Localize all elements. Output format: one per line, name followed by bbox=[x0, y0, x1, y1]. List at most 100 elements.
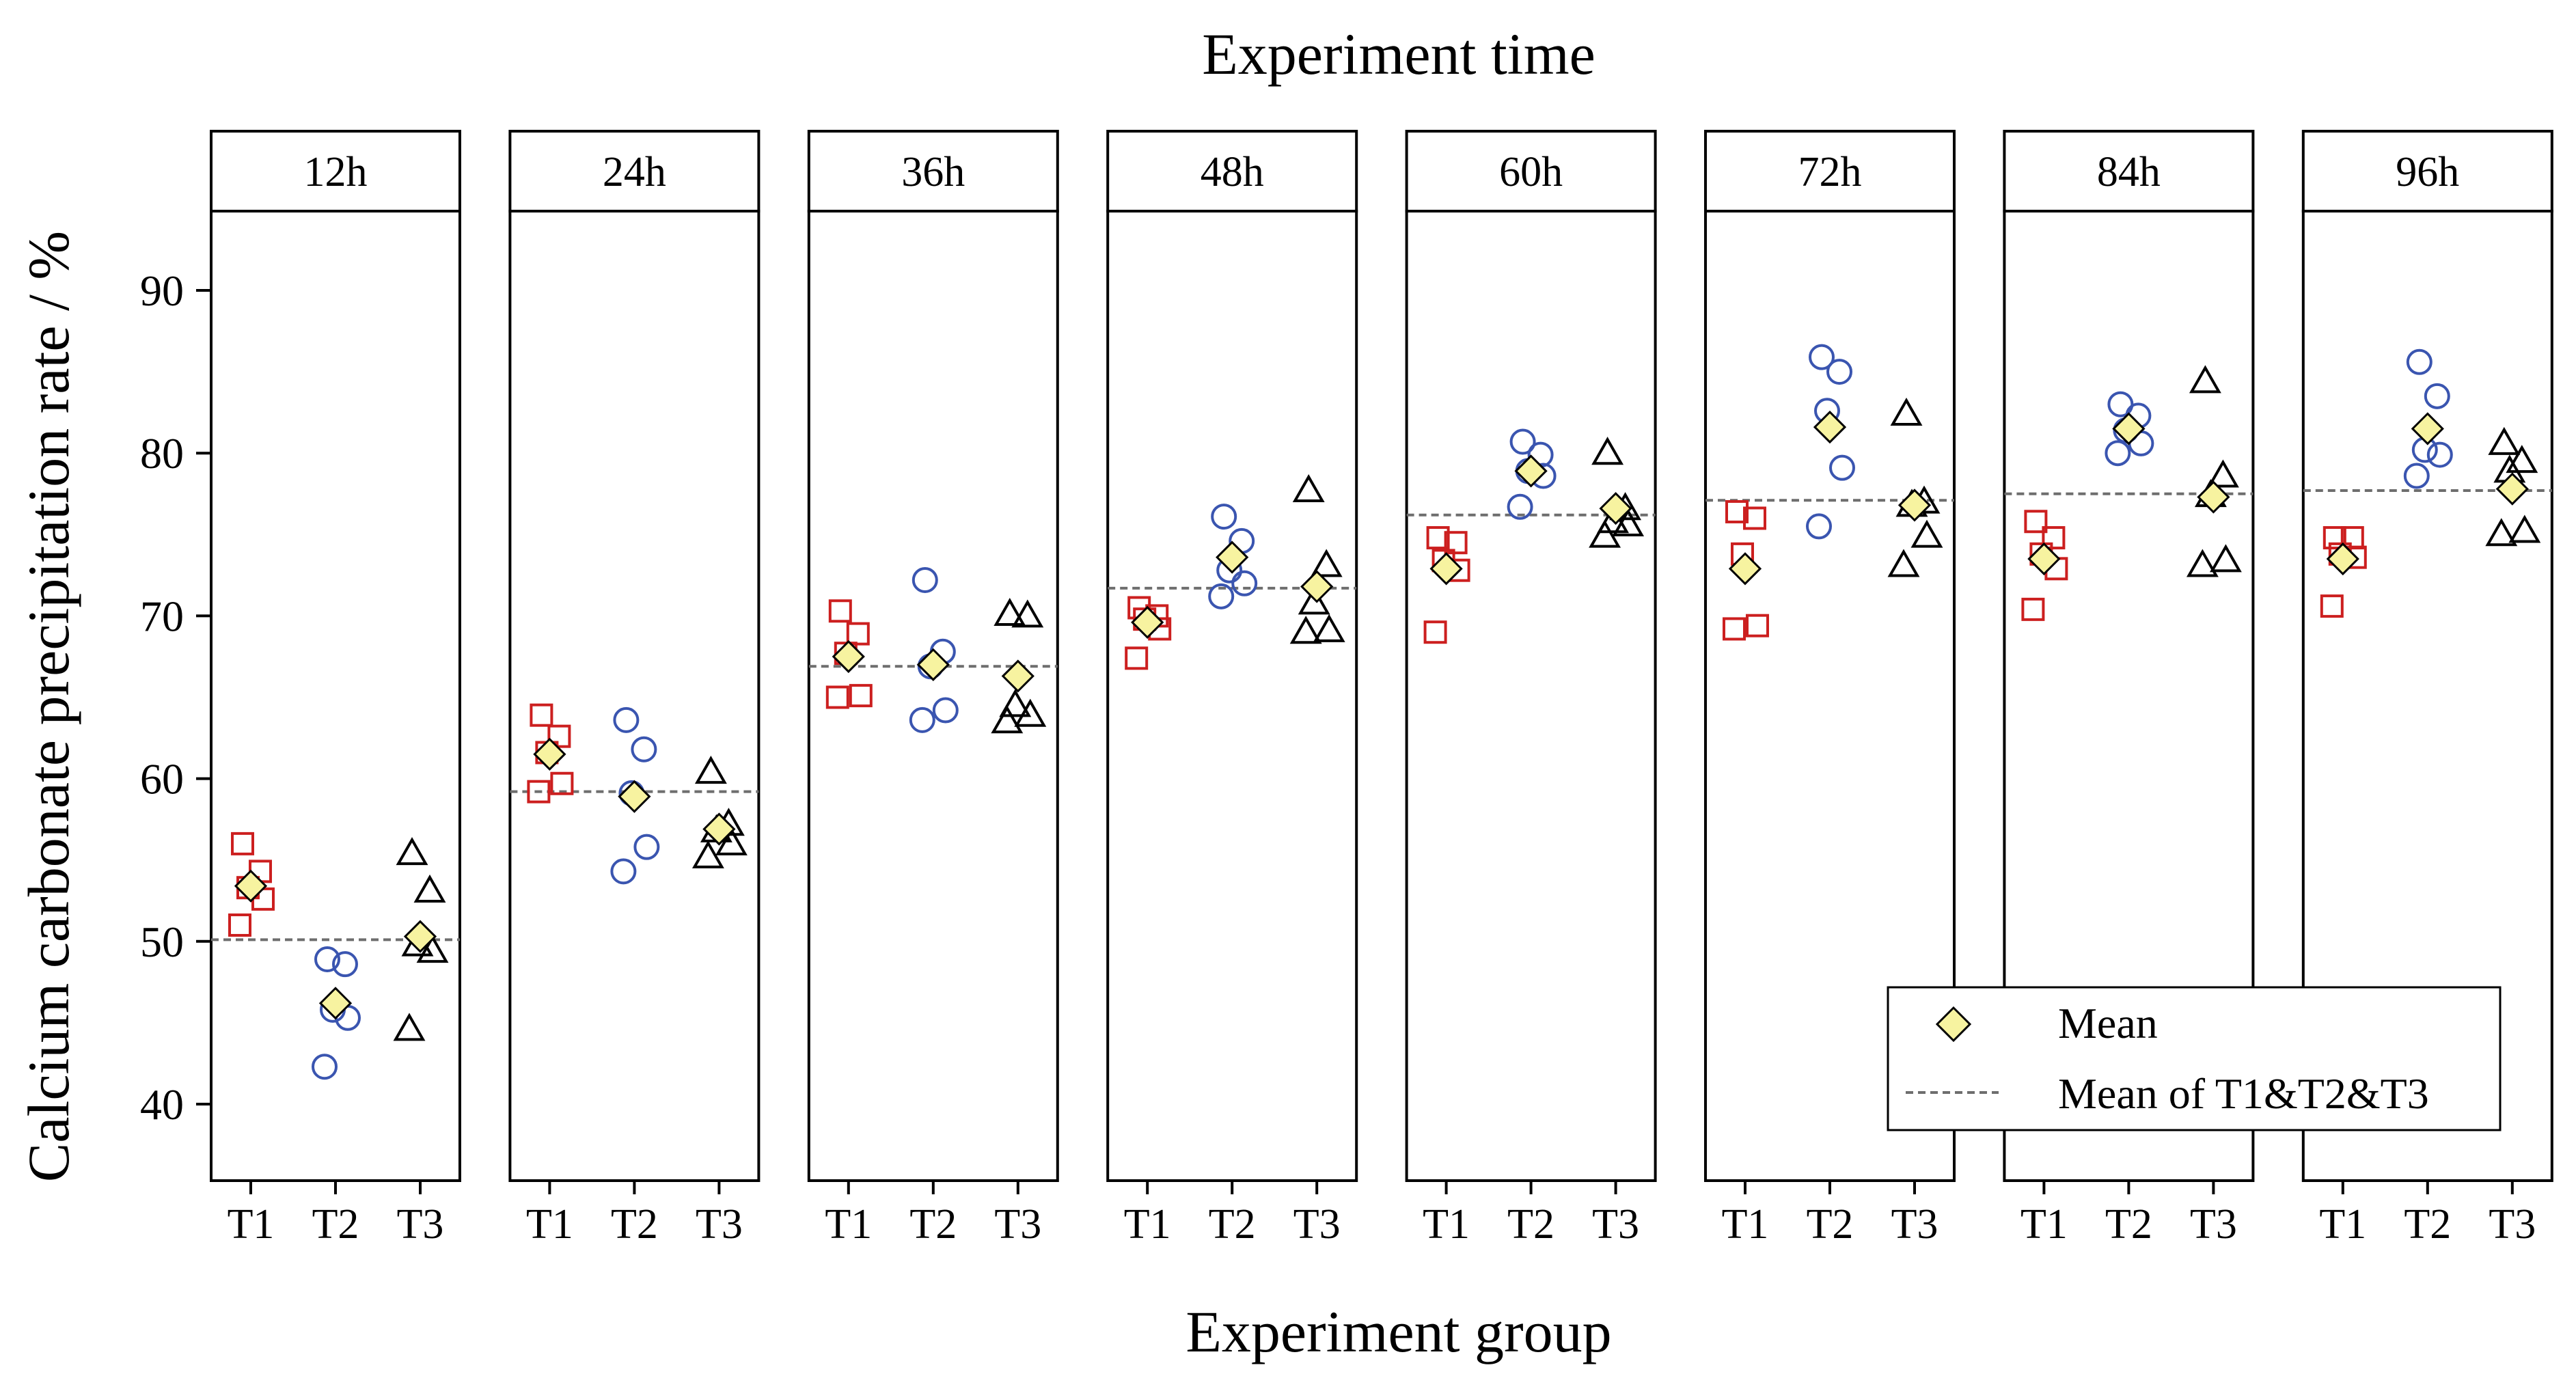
panel-36h: 36h T1 T2 T3 bbox=[807, 130, 1059, 1248]
point-T3 bbox=[1298, 586, 1330, 615]
point-T1 bbox=[1444, 531, 1468, 555]
mean-marker-T3 bbox=[702, 812, 736, 846]
mean-marker-T3 bbox=[1300, 570, 1334, 603]
mean-marker-T3 bbox=[2495, 472, 2529, 506]
x-tick-label: T2 bbox=[1507, 1201, 1554, 1248]
point-T2 bbox=[1509, 428, 1536, 455]
point-T2 bbox=[1826, 359, 1852, 385]
mean-marker-T2 bbox=[1813, 410, 1847, 444]
point-T3 bbox=[413, 874, 446, 903]
x-tick-label: T3 bbox=[994, 1201, 1041, 1248]
point-T1 bbox=[825, 685, 849, 709]
mean-marker-T3 bbox=[1001, 659, 1034, 693]
panel-header-label: 12h bbox=[304, 149, 368, 195]
point-T3 bbox=[1887, 549, 1920, 577]
legend-box bbox=[1887, 986, 2502, 1131]
point-T1 bbox=[828, 599, 852, 623]
point-T2 bbox=[1809, 344, 1835, 370]
x-axis-label: Experiment group bbox=[1186, 1299, 1611, 1364]
point-T3 bbox=[1310, 549, 1343, 577]
mean-marker-T1 bbox=[234, 869, 268, 903]
point-T3 bbox=[1014, 698, 1047, 727]
point-T2 bbox=[312, 1054, 338, 1080]
mean-marker-T1 bbox=[1728, 552, 1762, 586]
point-T3 bbox=[396, 837, 428, 866]
mean-marker-T2 bbox=[916, 648, 950, 681]
x-tick-label: T3 bbox=[1293, 1201, 1341, 1248]
point-T3 bbox=[2206, 459, 2239, 488]
y-axis-label: Calcium carbonate precipitation rate / % bbox=[16, 231, 81, 1182]
point-T2 bbox=[332, 951, 358, 978]
panel-24h: 24h T1 T2 T3 bbox=[508, 130, 761, 1248]
point-T3 bbox=[694, 756, 727, 784]
panel-header bbox=[1704, 130, 1956, 212]
chart-panels: 12h T1 T2 T3 24h T1 T2 T3 36h T1 T2 T3 48h T1 T2 T3 60h T… bbox=[210, 130, 2553, 1248]
point-T3 bbox=[2189, 365, 2221, 394]
x-tick-label: T2 bbox=[2404, 1201, 2451, 1248]
x-tick-label: T1 bbox=[526, 1201, 573, 1248]
x-tick-label: T3 bbox=[1891, 1201, 1938, 1248]
point-T3 bbox=[715, 827, 748, 855]
point-T2 bbox=[610, 858, 637, 885]
point-T2 bbox=[613, 706, 640, 733]
x-tick-label: T3 bbox=[397, 1201, 444, 1248]
point-T1 bbox=[1743, 506, 1766, 530]
panel-header-label: 48h bbox=[1201, 149, 1264, 195]
point-T2 bbox=[909, 706, 935, 733]
point-T1 bbox=[1426, 526, 1450, 550]
legend-overall-mean-label: Mean of T1&T2&T3 bbox=[2058, 1069, 2429, 1118]
point-T3 bbox=[999, 689, 1032, 717]
panel-frame bbox=[1106, 210, 1358, 1182]
point-T1 bbox=[1723, 617, 1746, 641]
mean-marker-T2 bbox=[2411, 412, 2444, 445]
point-T2 bbox=[2105, 440, 2131, 467]
x-tick-label: T2 bbox=[1807, 1201, 1854, 1248]
x-tick-label: T1 bbox=[1124, 1201, 1171, 1248]
point-T1 bbox=[849, 684, 873, 708]
point-T1 bbox=[547, 724, 571, 748]
x-tick-label: T1 bbox=[1423, 1201, 1470, 1248]
point-T1 bbox=[1125, 646, 1149, 670]
panel-header-label: 24h bbox=[603, 149, 666, 195]
point-T3 bbox=[1289, 616, 1322, 644]
point-T3 bbox=[416, 935, 449, 963]
point-T1 bbox=[231, 832, 254, 855]
x-tick-label: T2 bbox=[1209, 1201, 1256, 1248]
point-T3 bbox=[1313, 614, 1345, 642]
point-T1 bbox=[1746, 614, 1769, 637]
mean-marker-T2 bbox=[318, 987, 353, 1020]
point-T3 bbox=[2209, 544, 2242, 573]
panel-header bbox=[1106, 130, 1358, 212]
y-tick-label: 80 bbox=[140, 429, 184, 478]
point-T2 bbox=[1211, 504, 1237, 530]
panel-frame bbox=[210, 210, 461, 1182]
x-tick-label: T1 bbox=[1722, 1201, 1769, 1248]
legend: Mean Mean of T1&T2&T3 bbox=[1887, 986, 2502, 1131]
legend-mean-marker bbox=[1935, 1006, 1972, 1043]
point-T3 bbox=[994, 597, 1026, 627]
x-tick-label: T1 bbox=[825, 1201, 872, 1248]
mean-marker-T2 bbox=[618, 780, 651, 813]
point-T3 bbox=[1910, 519, 1943, 548]
x-tick-label: T3 bbox=[1592, 1201, 1639, 1248]
x-tick-label: T1 bbox=[2319, 1201, 2366, 1248]
panel-frame bbox=[1405, 210, 1657, 1182]
point-T3 bbox=[1589, 519, 1621, 548]
y-tick-label: 50 bbox=[140, 918, 184, 966]
point-T2 bbox=[633, 834, 660, 860]
panel-72h: 72h T1 T2 T3 bbox=[1704, 130, 1956, 1248]
mean-marker-T3 bbox=[2197, 480, 2230, 514]
point-T2 bbox=[1231, 570, 1258, 596]
mean-marker-T1 bbox=[2027, 542, 2061, 576]
x-tick-label: T3 bbox=[2190, 1201, 2237, 1248]
panel-header-label: 84h bbox=[2097, 149, 2161, 195]
x-tick-label: T2 bbox=[312, 1201, 359, 1248]
mean-marker-T2 bbox=[2112, 412, 2146, 445]
point-T1 bbox=[530, 703, 553, 727]
point-T3 bbox=[1591, 437, 1624, 465]
point-T1 bbox=[550, 771, 574, 795]
point-T3 bbox=[1890, 398, 1923, 426]
y-tick-label: 90 bbox=[140, 266, 184, 315]
legend-mean-label: Mean bbox=[2058, 999, 2158, 1047]
